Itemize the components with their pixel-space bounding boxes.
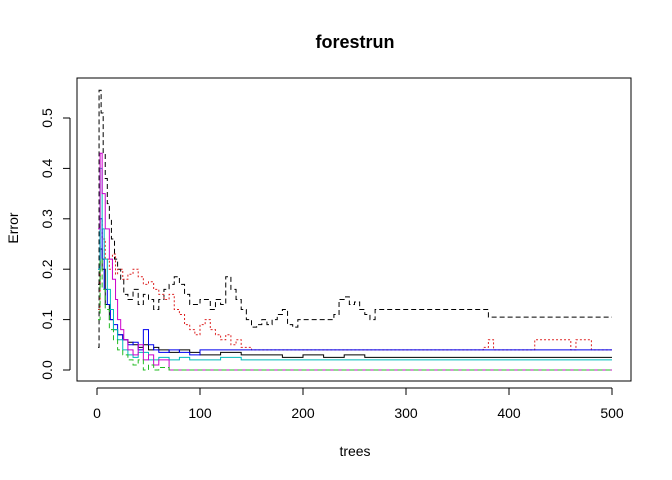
x-tick-label: 400 [497,405,521,421]
plot-frame [76,77,632,382]
series-line-5 [98,167,612,361]
series-line-7 [98,258,612,371]
series-lines [98,89,612,371]
series-line-3 [98,218,612,351]
series-line-2 [98,89,612,348]
y-tick-label: 0.3 [39,209,55,229]
x-tick-label: 500 [600,405,624,421]
y-tick-label: 0.1 [39,310,55,330]
y-tick-label: 0.4 [39,158,55,178]
x-tick-label: 100 [188,405,212,421]
y-tick-label: 0.2 [39,259,55,279]
x-tick-label: 0 [93,405,101,421]
x-axis: 0 100 200 300 400 500 [93,387,624,421]
y-axis-label: Error [5,212,21,243]
x-tick-label: 300 [394,405,418,421]
y-tick-label: 0.5 [39,108,55,128]
x-tick-label: 200 [291,405,315,421]
series-line-4 [98,218,612,356]
chart-title: forestrun [315,32,394,52]
y-axis: 0.0 0.1 0.2 0.3 0.4 0.5 [39,108,71,380]
y-tick-label: 0.0 [39,360,55,380]
series-line-6 [98,152,612,371]
x-axis-label: trees [339,443,370,459]
